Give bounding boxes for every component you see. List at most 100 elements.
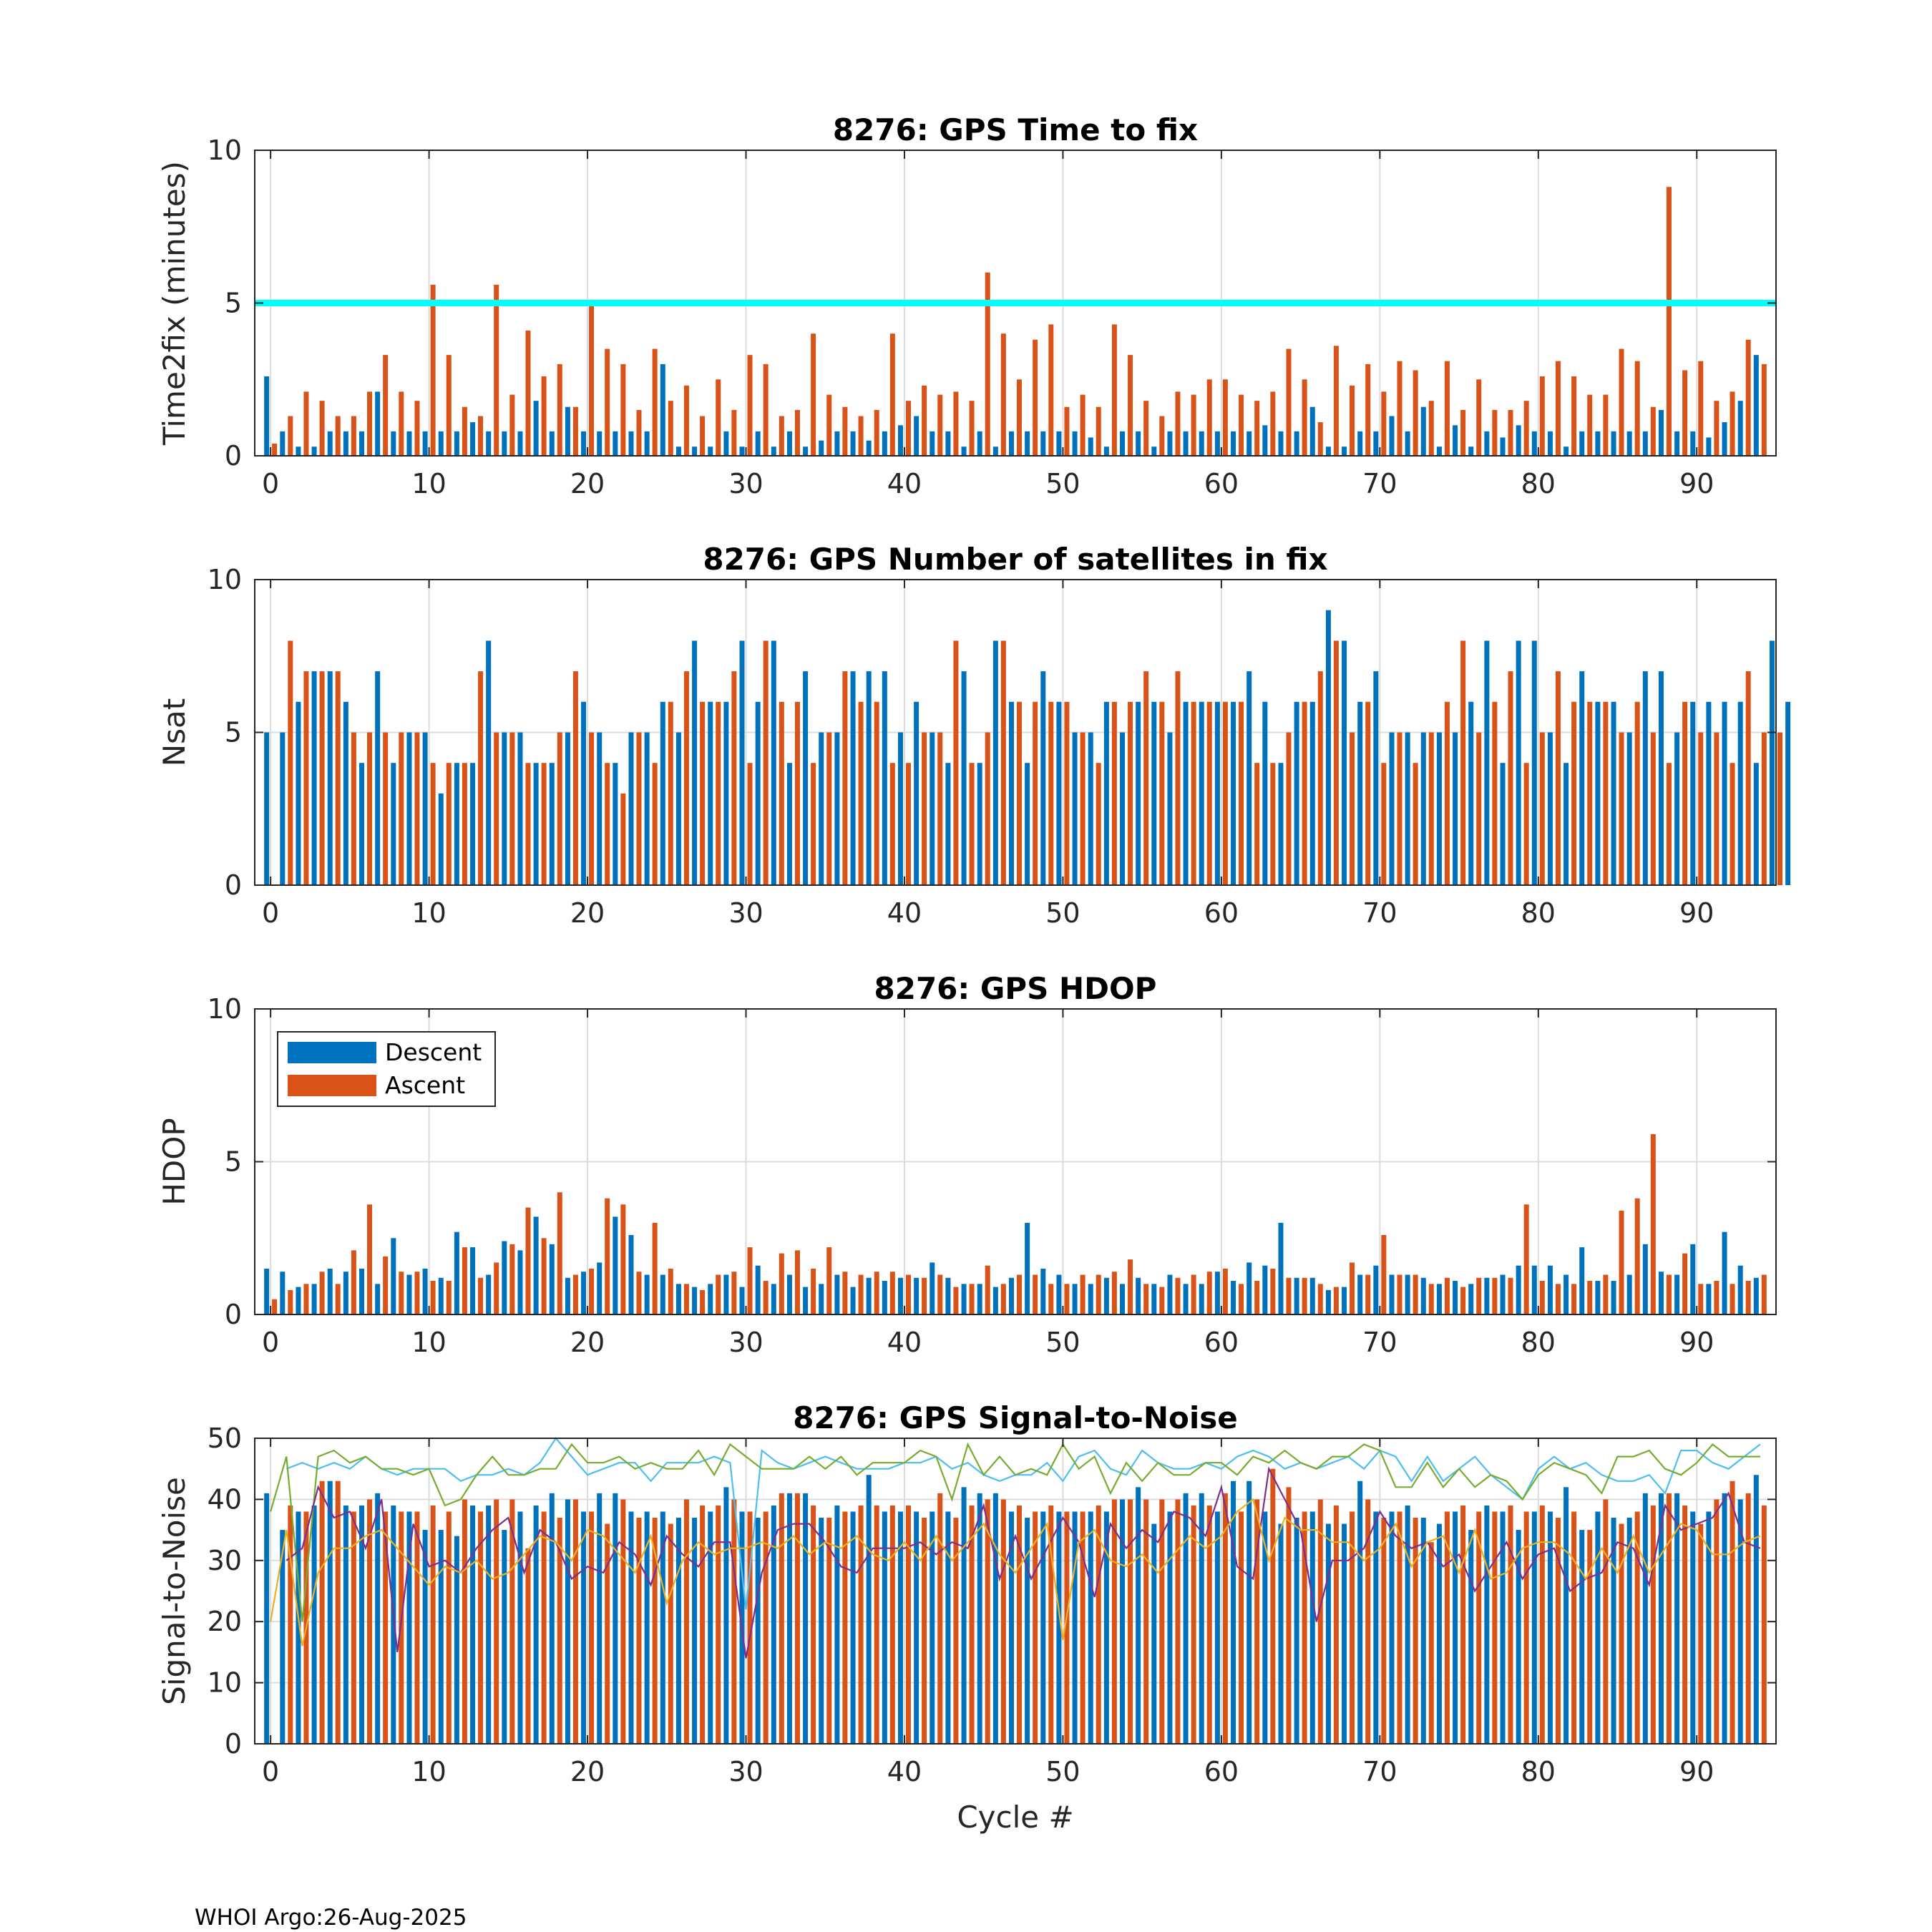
- descent-bar: [1436, 1523, 1442, 1744]
- ascent-bar: [683, 1284, 689, 1314]
- descent-bar: [280, 1272, 286, 1314]
- descent-bar: [1151, 701, 1157, 885]
- y-tick-label: 10: [208, 564, 242, 595]
- descent-bar: [708, 701, 713, 885]
- descent-bar: [692, 640, 698, 885]
- ascent-bar: [1714, 732, 1719, 885]
- descent-bar: [628, 1511, 634, 1744]
- descent-bar: [660, 1511, 665, 1744]
- ascent-bar: [953, 1518, 959, 1744]
- x-tick-label: 10: [411, 897, 446, 929]
- ascent-bar: [494, 284, 499, 456]
- descent-bar: [644, 431, 650, 456]
- descent-bar: [675, 1284, 681, 1314]
- ascent-bar: [589, 306, 595, 456]
- ascent-bar: [1064, 1511, 1070, 1744]
- ascent-bar: [794, 1493, 800, 1744]
- ascent-bar: [731, 671, 737, 885]
- ascent-bar: [1761, 364, 1767, 456]
- descent-bar: [1658, 1493, 1664, 1744]
- descent-bar: [1009, 1511, 1014, 1744]
- descent-bar: [1389, 732, 1395, 885]
- descent-bar: [723, 1487, 729, 1744]
- x-tick-label: 20: [570, 897, 605, 929]
- descent-bar: [296, 701, 301, 885]
- ascent-bar: [1444, 1277, 1450, 1314]
- ascent-bar: [1033, 1511, 1038, 1744]
- descent-bar: [1199, 1493, 1204, 1744]
- ascent-bar: [1365, 701, 1371, 885]
- descent-bar: [264, 732, 270, 885]
- x-tick-label: 80: [1521, 1756, 1556, 1787]
- descent-bar: [486, 431, 492, 456]
- y-tick-label: 0: [225, 1728, 242, 1760]
- descent-bar: [961, 1487, 967, 1744]
- descent-bar: [897, 1511, 903, 1744]
- ascent-bar: [747, 763, 753, 885]
- descent-bar: [644, 732, 650, 885]
- descent-bar: [1103, 1277, 1109, 1314]
- ascent-bar: [1222, 1268, 1228, 1314]
- descent-bar: [454, 1536, 459, 1744]
- ascent-bar: [858, 416, 864, 456]
- ascent-bar: [525, 1548, 531, 1744]
- x-tick-label: 20: [570, 468, 605, 499]
- x-tick-label: 30: [728, 1756, 763, 1787]
- descent-bar: [438, 1530, 444, 1744]
- descent-bar: [1626, 732, 1632, 885]
- legend: Descent Ascent: [277, 1031, 496, 1107]
- ascent-bar: [1413, 1518, 1418, 1744]
- ascent-bar: [478, 671, 484, 885]
- descent-bar: [1025, 1518, 1030, 1744]
- descent-bar: [1342, 1287, 1347, 1314]
- ascent-bar: [683, 385, 689, 456]
- descent-bar: [1626, 1518, 1632, 1744]
- descent-bar: [1500, 1511, 1506, 1744]
- descent-bar: [1183, 701, 1189, 885]
- ascent-bar: [1048, 324, 1054, 456]
- ascent-bar: [747, 1247, 753, 1314]
- descent-bar: [1737, 401, 1743, 456]
- ascent-bar: [414, 1511, 420, 1744]
- ascent-bar: [889, 333, 895, 456]
- ascent-bar: [652, 763, 658, 885]
- descent-bar: [834, 1274, 840, 1314]
- ascent-bar: [763, 1281, 769, 1314]
- descent-bar: [1025, 763, 1030, 885]
- descent-bar: [517, 1250, 523, 1314]
- ascent-bar: [1000, 1284, 1006, 1314]
- descent-bar: [406, 1511, 412, 1744]
- descent-bar: [723, 1274, 729, 1314]
- descent-bar: [1453, 1281, 1458, 1314]
- ascent-bar: [1634, 361, 1640, 456]
- chart-title: 8276: GPS Time to fix: [833, 112, 1198, 147]
- descent-bar: [311, 447, 317, 456]
- descent-bar: [581, 1272, 587, 1314]
- ascent-bar: [1254, 763, 1260, 885]
- descent-bar: [1674, 732, 1680, 885]
- ascent-bar: [922, 385, 927, 456]
- ascent-bar: [969, 1284, 975, 1314]
- descent-bar: [882, 431, 887, 456]
- descent-bar: [597, 431, 602, 456]
- ascent-bar: [1714, 1499, 1719, 1744]
- ascent-bar: [858, 1505, 864, 1744]
- descent-bar: [264, 376, 270, 456]
- descent-bar: [1120, 431, 1126, 456]
- descent-bar: [1056, 701, 1062, 885]
- ascent-bar: [367, 732, 373, 885]
- descent-bar: [296, 1511, 301, 1744]
- descent-bar: [914, 1511, 919, 1744]
- ascent-bar: [509, 1244, 515, 1314]
- ascent-bar: [1650, 1505, 1656, 1744]
- ascent-bar: [985, 732, 990, 885]
- descent-bar: [391, 763, 396, 885]
- descent-bar: [422, 732, 428, 885]
- ascent-bar: [1350, 385, 1355, 456]
- ascent-bar: [1650, 732, 1656, 885]
- ascent-bar: [1239, 1511, 1244, 1744]
- ascent-bar: [811, 1268, 816, 1314]
- x-tick-label: 40: [887, 1327, 922, 1358]
- ascent-bar: [889, 763, 895, 885]
- ascent-bar: [969, 1505, 975, 1744]
